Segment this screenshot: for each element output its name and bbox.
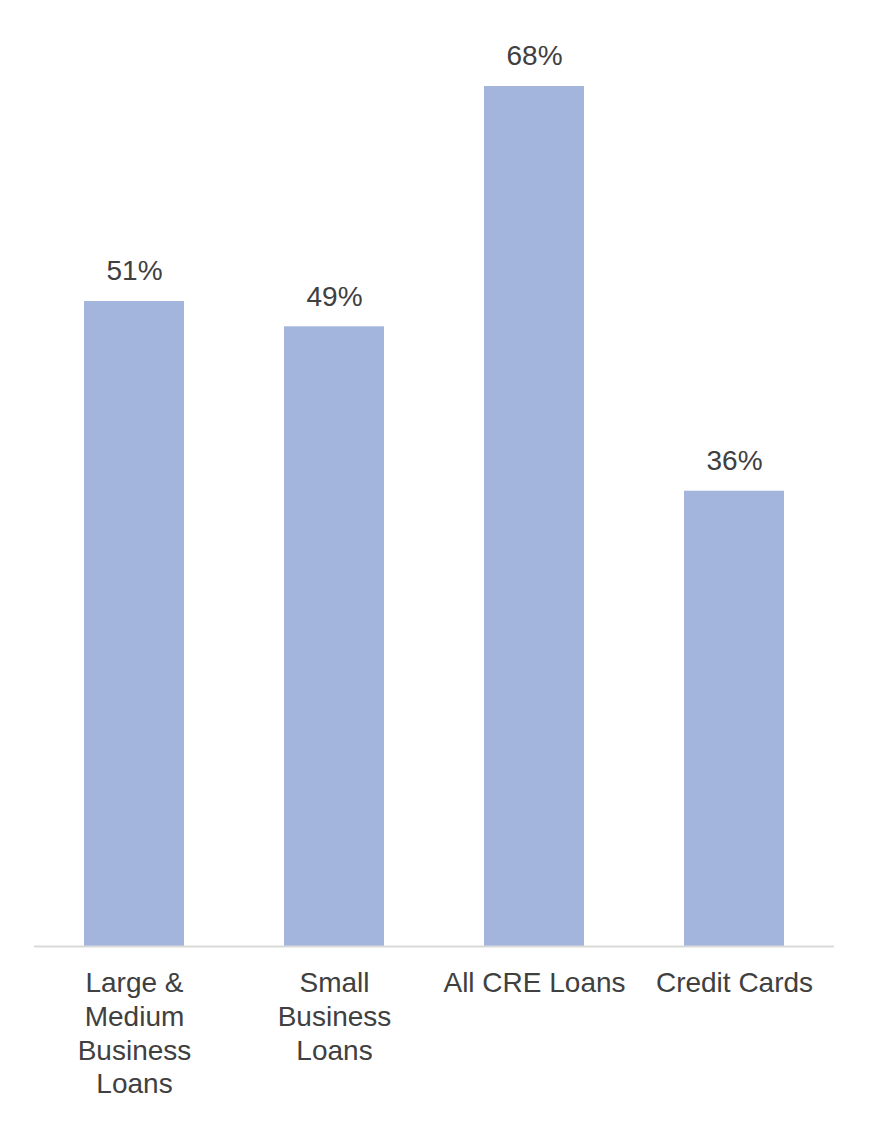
svg-text:36%: 36% <box>706 445 762 476</box>
svg-text:SmallBusinessLoans: SmallBusinessLoans <box>278 967 392 1065</box>
svg-text:49%: 49% <box>306 281 362 312</box>
svg-text:Large &MediumBusinessLoans: Large &MediumBusinessLoans <box>78 967 192 1099</box>
svg-text:Credit Cards: Credit Cards <box>656 967 813 998</box>
svg-text:68%: 68% <box>506 40 562 71</box>
svg-text:All CRE Loans: All CRE Loans <box>443 967 625 998</box>
svg-text:51%: 51% <box>106 255 162 286</box>
